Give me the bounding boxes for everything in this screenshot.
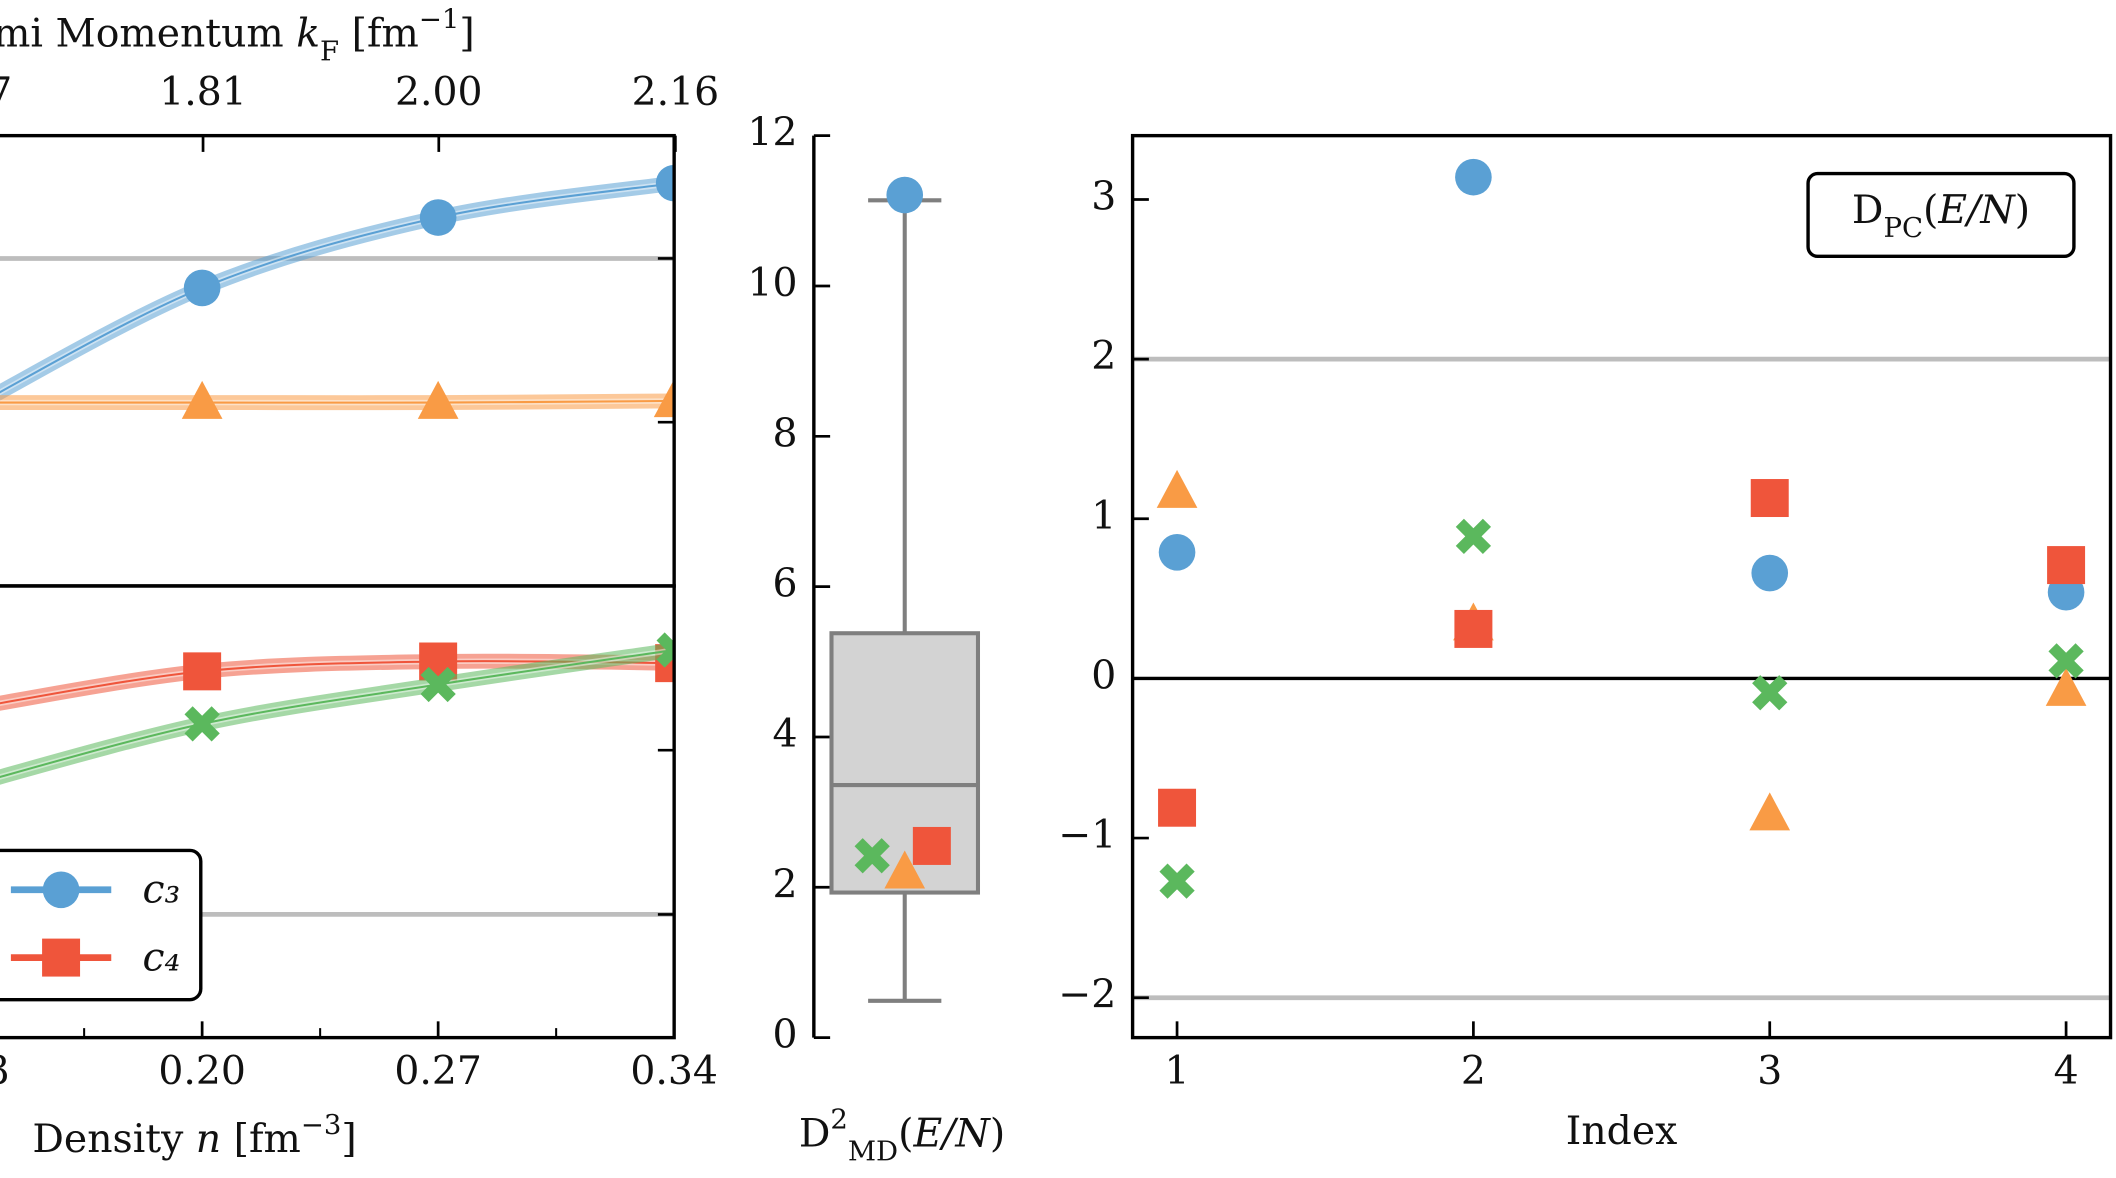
y-tick-label: −2 [1058,972,1116,1018]
y-tick-label: 6 [773,561,798,607]
marker [655,164,675,202]
label-part: Density [32,1116,195,1162]
marker [2048,643,2084,679]
x-tick-label: 2 [1461,1048,1486,1094]
axes-frame [1130,133,2113,1040]
plot-area [1132,158,2111,1001]
marker [1752,675,1788,711]
marker [1158,788,1197,827]
marker [1749,792,1791,831]
marker [884,850,926,889]
marker [1751,554,1789,592]
label-part: F [320,35,339,67]
y-tick-label: −1 [1058,812,1116,858]
label-part: E/N [912,1111,991,1157]
marker [1156,469,1198,508]
label-part: n [196,1116,221,1162]
marker [1158,533,1196,571]
x-tick-label: 0.34 [630,1048,718,1094]
y-tick-label: 0 [1091,652,1116,698]
marker [912,826,951,865]
x2-tick-label: 2.00 [395,69,483,115]
line [0,648,675,779]
marker [183,652,222,691]
x-tick-label: 4 [2054,1048,2079,1094]
marker [2045,667,2087,706]
box [829,631,981,895]
line-band-core [0,180,675,396]
marker [183,269,221,307]
marker [886,176,924,214]
marker [1455,158,1492,196]
label-part: ( [898,1111,913,1157]
marker [2047,546,2086,585]
label-part: Fermi Momentum [0,11,296,57]
label-part: −1 [419,3,460,35]
label-part: E/N [1937,187,2016,233]
marker [419,199,457,236]
label-part: [fm [339,11,419,57]
marker [653,379,675,418]
label-part: −3 [301,1109,342,1141]
legend-label: c₃ [142,866,180,912]
y-tick-label: 1 [1091,493,1116,539]
marker [1159,863,1195,899]
y-tick-label: 12 [748,110,798,156]
label-part: PC [1883,211,1923,243]
marker [1455,518,1492,554]
x2-tick-label: 1.57 [0,69,12,115]
label-part: D [1852,187,1884,233]
annotation-box [1806,171,2076,259]
y-tick-label: 2 [773,861,798,907]
plot-area [0,164,675,419]
line [0,399,675,404]
y-tick-label: 8 [773,410,798,456]
label-part: ) [990,1111,1005,1157]
label-part: [fm [221,1116,301,1162]
label-part: ] [459,11,474,57]
marker [42,938,81,977]
x-axis-label: D2MD(E/N) [799,1103,1005,1167]
y-tick-label: 2 [1091,333,1116,379]
marker [1454,609,1493,648]
x2-tick-label: 2.16 [632,69,720,115]
x2-axis-label: Fermi Momentum kF [fm−1] [0,3,475,67]
label-part: MD [848,1135,898,1167]
marker [42,871,80,909]
marker [181,380,223,419]
x-tick-label: 0.20 [158,1048,246,1094]
marker [417,380,459,419]
y-tick-label: 4 [773,711,798,757]
x-tick-label: 0.27 [394,1048,482,1094]
x-tick-label: 0.13 [0,1048,10,1094]
label-part: ] [341,1116,356,1162]
x-axis-label: Density n [fm−3] [32,1109,356,1163]
y-tick-label: 10 [748,260,798,306]
line [0,182,675,394]
line-band [0,175,675,401]
x-tick-label: 3 [1757,1048,1782,1094]
label-part: ( [1923,187,1938,233]
label-part: ) [2015,187,2030,233]
x-axis-label: Index [1566,1108,1677,1154]
label-part: D [799,1111,831,1157]
marker [184,706,220,742]
marker [656,632,675,668]
label-part: Index [1566,1108,1677,1154]
plot-area [0,632,675,917]
y-tick-label: 0 [773,1012,798,1058]
y-tick-label: 3 [1091,173,1116,219]
x-tick-label: 1 [1165,1048,1190,1094]
marker [420,666,456,703]
marker [854,838,890,874]
annotation: DPC(E/N) [1852,187,2030,244]
legend-label: c₄ [142,934,180,980]
label-part: 2 [830,1103,848,1135]
x2-tick-label: 1.81 [159,69,247,115]
marker [1750,479,1789,518]
label-part: k [296,11,320,57]
